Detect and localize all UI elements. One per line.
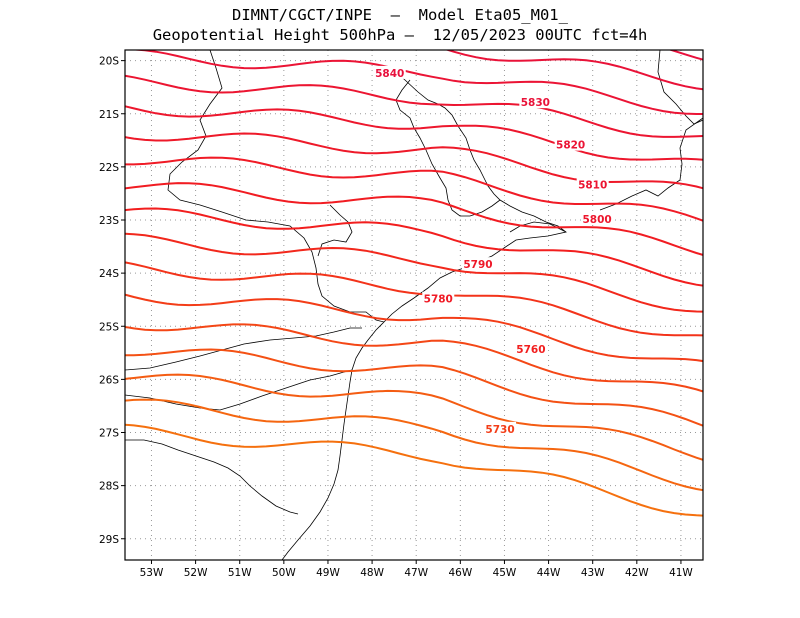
lat-tick-label: 21S — [99, 109, 119, 121]
contour-line-5710 — [125, 348, 703, 427]
contour-label: 5780 — [424, 294, 453, 306]
lon-tick-label: 50W — [272, 567, 296, 579]
lon-tick-label: 47W — [404, 567, 428, 579]
graticule — [125, 50, 703, 560]
lon-tick-label: 42W — [625, 567, 649, 579]
contour-label-bg — [461, 257, 494, 271]
contour-line-5780 — [125, 156, 703, 222]
contour-line-5770 — [125, 182, 703, 257]
state-border — [125, 327, 362, 371]
contour-line-5720 — [125, 323, 703, 393]
contour-line-5810 — [125, 74, 703, 138]
contour-label: 5760 — [516, 344, 545, 356]
contour-line-5790 — [125, 132, 703, 190]
lat-tick-label: 20S — [99, 56, 119, 68]
contour-line-5760 — [125, 207, 703, 287]
lon-tick-label: 49W — [316, 567, 340, 579]
contour-label-bg — [576, 177, 609, 191]
contour-line-5730 — [125, 293, 703, 363]
contour-line-5800 — [125, 105, 703, 161]
contour-label: 5820 — [556, 140, 585, 152]
state-border — [317, 204, 353, 257]
contour-label: 5790 — [463, 259, 492, 271]
lon-tick-label: 45W — [493, 567, 517, 579]
lon-tick-label: 43W — [581, 567, 605, 579]
lat-tick-label: 29S — [99, 534, 119, 546]
contour-label-bg — [484, 421, 517, 435]
lat-tick-label: 23S — [99, 215, 119, 227]
contour-line-5700 — [125, 373, 703, 461]
lon-tick-label: 51W — [228, 567, 252, 579]
contour-label-bg — [514, 342, 547, 356]
map-title-line-2: Geopotential Height 500hPa – 12/05/2023 … — [152, 26, 648, 44]
lat-tick-label: 25S — [99, 321, 119, 333]
axis-ticks: 20S 21S 22S 23S 24S 25S 26S 27S 28S 29S 53W 52W 51W 5… — [99, 56, 693, 579]
contour-label: 5810 — [578, 179, 607, 191]
state-border — [167, 50, 223, 206]
lon-tick-label: 48W — [360, 567, 384, 579]
contour-line-5690 — [125, 398, 703, 492]
contour-label-bg — [581, 212, 614, 225]
height-contours — [125, 50, 703, 517]
contour-label-bg — [554, 137, 587, 151]
state-border — [599, 117, 703, 211]
state-border — [125, 439, 299, 515]
lon-tick-label: 44W — [537, 567, 561, 579]
contour-line-5830 — [444, 50, 703, 91]
contour-line-5840 — [668, 50, 703, 61]
plot-frame — [124, 49, 704, 561]
contour-label: 5830 — [521, 97, 550, 109]
lon-tick-label: 53W — [140, 567, 164, 579]
coastline — [281, 66, 567, 560]
lat-tick-label: 26S — [99, 374, 119, 386]
map-title-line-1: DIMNT/CGCT/INPE – Model Eta05_M01_ — [232, 6, 568, 24]
lon-tick-label: 52W — [184, 567, 208, 579]
lat-tick-label: 27S — [99, 428, 119, 440]
lon-tick-label: 46W — [448, 567, 472, 579]
contour-labels: 5840 5830 5820 5810 5800 5790 5780 5760 5730 — [373, 65, 614, 436]
contour-line-5820 — [125, 50, 703, 116]
contour-label: 5840 — [375, 68, 404, 80]
contour-line-5740 — [125, 261, 703, 337]
contour-label: 5800 — [582, 214, 611, 226]
contour-line-5680 — [125, 423, 703, 517]
state-border — [199, 204, 385, 323]
lat-tick-label: 22S — [99, 162, 119, 174]
contour-label-bg — [422, 291, 455, 305]
lat-tick-label: 24S — [99, 268, 119, 280]
contour-label-bg — [519, 95, 552, 109]
state-border — [125, 369, 353, 411]
lon-tick-label: 41W — [669, 567, 693, 579]
contour-label-bg — [373, 65, 406, 79]
contour-label: 5730 — [485, 424, 514, 436]
lat-tick-label: 28S — [99, 481, 119, 493]
contour-line-5750 — [125, 232, 703, 313]
